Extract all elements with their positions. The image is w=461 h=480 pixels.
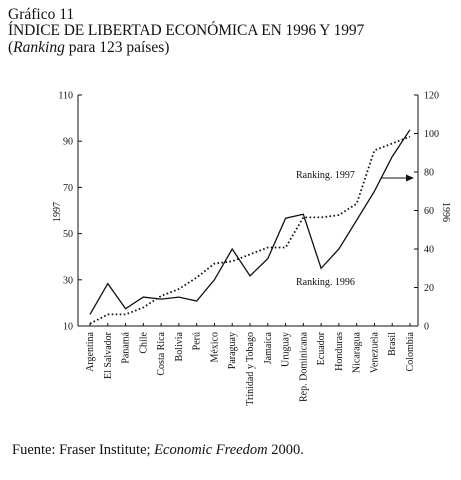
left-axis-label: 1997 bbox=[52, 202, 63, 222]
chart-subtitle: (Ranking para 123 países) bbox=[8, 39, 170, 56]
category-label: Venezuela bbox=[369, 331, 380, 373]
category-label: Ecuador bbox=[316, 331, 327, 365]
category-label: Trinidad y Tobago bbox=[245, 332, 256, 406]
category-label: Nicaragua bbox=[352, 331, 363, 373]
series-line-1997 bbox=[89, 135, 411, 325]
category-label: Bolivia bbox=[174, 331, 185, 361]
category-label: México bbox=[209, 332, 220, 363]
chart-caption-number: Gráfico 11 bbox=[8, 6, 75, 23]
left-tick-label: 50 bbox=[63, 229, 73, 240]
annotation-ranking-1997: Ranking. 1997 bbox=[296, 170, 355, 181]
right-tick-label: 40 bbox=[424, 245, 434, 256]
right-tick-label: 120 bbox=[424, 91, 439, 102]
right-tick-label: 0 bbox=[424, 322, 429, 333]
left-tick-label: 90 bbox=[63, 137, 73, 148]
line-chart: 10 30 50 70 90 110 0 20 40 60 80 100 120 1997 1996 Arge… bbox=[52, 91, 451, 406]
annotation-ranking-1996: Ranking. 1996 bbox=[296, 277, 355, 288]
right-axis-label: 1996 bbox=[440, 202, 451, 222]
left-tick-label: 10 bbox=[63, 322, 73, 333]
category-label: Rep. Dominicana bbox=[298, 331, 309, 402]
category-label: Paraguay bbox=[227, 332, 238, 369]
category-label: Colombia bbox=[405, 331, 416, 371]
right-tick-label: 20 bbox=[424, 283, 434, 294]
category-label: Argentina bbox=[85, 331, 96, 371]
left-tick-label: 110 bbox=[58, 91, 73, 102]
category-label: Honduras bbox=[334, 332, 345, 371]
category-label: Jamaica bbox=[263, 331, 274, 364]
category-label: Uruguay bbox=[281, 332, 292, 367]
left-tick-label: 70 bbox=[63, 183, 73, 194]
source-note: Fuente: Fraser Institute; Economic Freed… bbox=[12, 442, 304, 458]
right-tick-label: 80 bbox=[424, 168, 434, 179]
category-label: Costa Rica bbox=[156, 331, 167, 375]
category-label: Perú bbox=[192, 332, 203, 350]
right-tick-label: 100 bbox=[424, 129, 439, 140]
series-line-1996 bbox=[89, 129, 411, 315]
chart-title: ÍNDICE DE LIBERTAD ECONÓMICA EN 1996 Y 1… bbox=[8, 22, 365, 39]
category-label: Chile bbox=[138, 331, 149, 353]
left-tick-label: 30 bbox=[63, 275, 73, 286]
annotation-arrowhead bbox=[406, 174, 414, 182]
category-label: Brasil bbox=[387, 332, 398, 356]
category-label: Panamá bbox=[121, 331, 132, 363]
category-label: El Salvador bbox=[103, 331, 114, 379]
right-tick-label: 60 bbox=[424, 206, 434, 217]
